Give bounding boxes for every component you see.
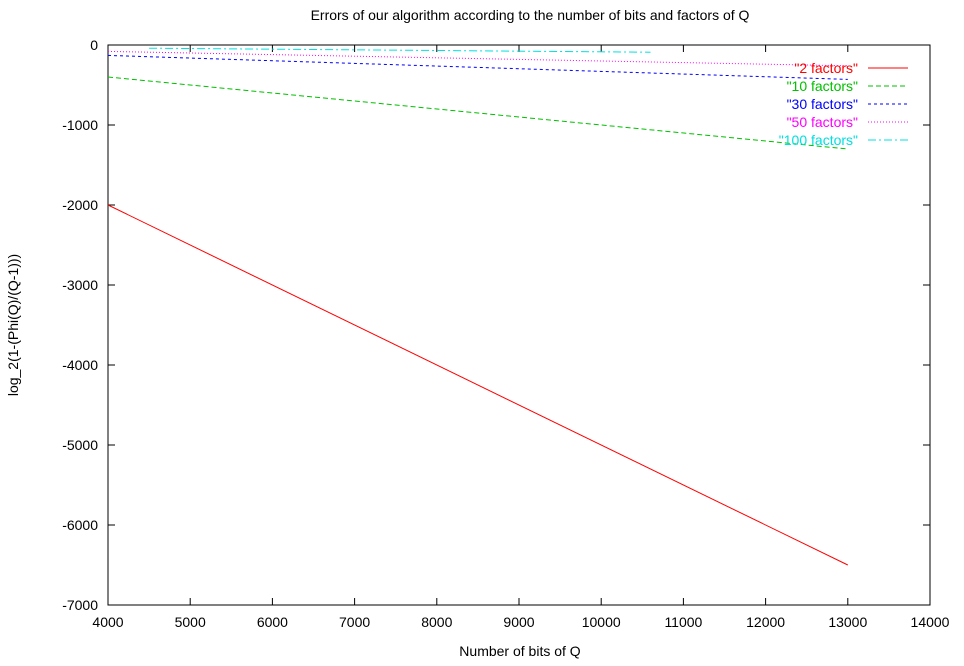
y-tick-label: -6000 bbox=[62, 517, 98, 533]
x-tick-label: 11000 bbox=[664, 614, 702, 630]
y-axis-ticks: 0 -1000 -2000 -3000 -4000 -5000 -6000 -7000 bbox=[62, 37, 930, 613]
y-tick-label: -7000 bbox=[62, 597, 98, 613]
legend-label: "100 factors" bbox=[779, 132, 858, 148]
x-tick-label: 6000 bbox=[257, 614, 288, 630]
legend-label: "30 factors" bbox=[787, 96, 858, 112]
x-axis-label: Number of bits of Q bbox=[459, 643, 580, 659]
x-tick-label: 14000 bbox=[911, 614, 950, 630]
x-tick-label: 9000 bbox=[503, 614, 534, 630]
y-axis-label: log_2(1-(Phi(Q)/(Q-1))) bbox=[5, 254, 21, 396]
legend-label: "2 factors" bbox=[794, 60, 858, 76]
legend: "2 factors" "10 factors" "30 factors" "50 f… bbox=[779, 60, 908, 148]
series-layer bbox=[107, 47, 849, 566]
y-tick-label: -4000 bbox=[62, 357, 98, 373]
legend-label: "50 factors" bbox=[787, 114, 858, 130]
chart-title: Errors of our algorithm according to the… bbox=[311, 7, 750, 23]
y-tick-label: -2000 bbox=[62, 197, 98, 213]
series-line bbox=[107, 50, 848, 67]
x-tick-label: 4000 bbox=[92, 614, 123, 630]
x-tick-label: 5000 bbox=[175, 614, 206, 630]
y-tick-label: 0 bbox=[90, 37, 98, 53]
legend-label: "10 factors" bbox=[787, 78, 858, 94]
series-line bbox=[107, 76, 848, 150]
series-line bbox=[149, 47, 651, 53]
x-tick-label: 7000 bbox=[339, 614, 370, 630]
y-tick-label: -5000 bbox=[62, 437, 98, 453]
x-tick-label: 8000 bbox=[421, 614, 452, 630]
x-axis-ticks: 4000 5000 6000 7000 8000 9000 10000 11000 12000 1… bbox=[92, 45, 950, 630]
x-tick-label: 13000 bbox=[828, 614, 867, 630]
x-tick-label: 10000 bbox=[582, 614, 621, 630]
y-tick-label: -3000 bbox=[62, 277, 98, 293]
series-line bbox=[107, 204, 849, 566]
y-tick-label: -1000 bbox=[62, 117, 98, 133]
x-tick-label: 12000 bbox=[746, 614, 785, 630]
